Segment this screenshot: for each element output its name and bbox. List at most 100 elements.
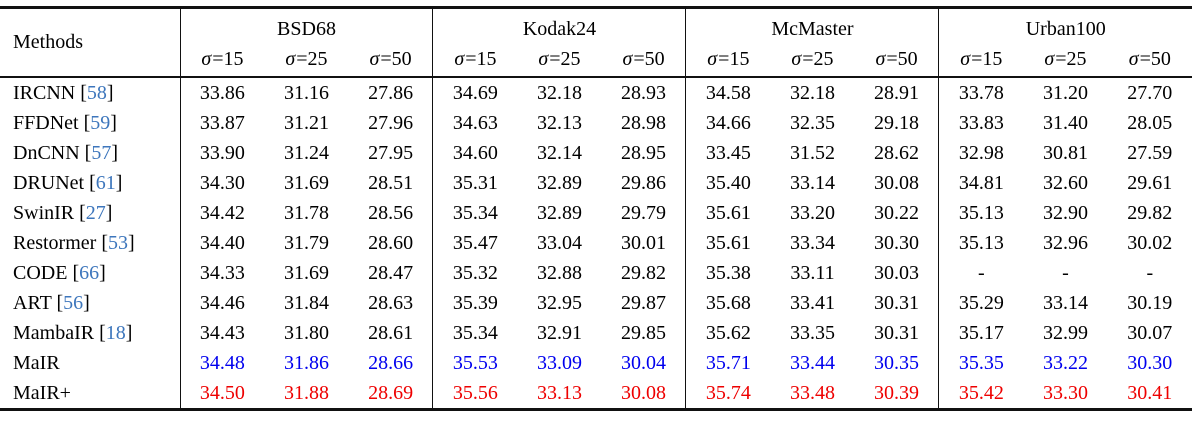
value-cell: - [938,258,1024,288]
citation-ref[interactable]: 53 [107,231,128,254]
value-cell: 28.63 [368,291,414,314]
value-cell: 28.61 [368,321,414,344]
value-cell: 32.90 [1042,201,1088,224]
value-cell: 32.89 [536,171,582,194]
method-name: SwinIR [13,201,75,224]
value-cell: 30.19 [1127,291,1173,314]
value-cell: 35.34 [432,318,518,348]
value-cell: 32.18 [789,81,835,104]
method-name-cell: MambaIR [18] [13,321,133,344]
value-cell: 33.20 [789,201,835,224]
table-row: IRCNN [58] 33.86 31.16 27.86 34.69 32.18 28.93… [0,77,1192,108]
citation-ref[interactable]: 56 [63,291,84,314]
value-cell: 35.34 [432,198,518,228]
value-cell: 33.14 [789,171,835,194]
citation-ref[interactable]: 18 [105,321,126,344]
table-row: SwinIR [27] 34.42 31.78 28.56 35.34 32.89 29.7… [0,198,1192,228]
citation-ref[interactable]: 58 [86,81,107,104]
method-name-cell: SwinIR [27] [13,201,113,224]
value-cell: 29.82 [1127,201,1173,224]
value-cell: 33.22 [1042,351,1088,374]
method-name-cell: FFDNet [59] [13,111,117,134]
value-cell: 32.88 [536,261,582,284]
citation-ref[interactable]: 57 [91,141,112,164]
value-cell: 35.13 [938,198,1024,228]
value-cell: 28.05 [1127,111,1173,134]
value-cell: 32.60 [1042,171,1088,194]
value-cell: 30.31 [874,291,920,314]
sigma-header: σ=25 [770,42,855,78]
table-row: MaIR+ 34.50 31.88 28.69 35.56 33.13 30.08 35.74… [0,378,1192,410]
value-cell: 35.38 [685,258,771,288]
citation-ref[interactable]: 59 [90,111,111,134]
method-name-cell: DnCNN [57] [13,141,119,164]
table-row: MambaIR [18] 34.43 31.80 28.61 35.34 32.91 29.… [0,318,1192,348]
value-cell: 33.48 [789,381,835,404]
value-cell: 34.30 [179,168,265,198]
sigma-symbol: σ [285,47,296,70]
table-row: Restormer [53] 34.40 31.79 28.60 35.47 33.04 3… [0,228,1192,258]
value-cell: 35.32 [432,258,518,288]
value-cell: 34.66 [685,108,771,138]
value-cell: 29.87 [621,291,667,314]
table-row: ART [56] 34.46 31.84 28.63 35.39 32.95 29.87 35… [0,288,1192,318]
value-cell: 33.09 [536,351,582,374]
value-cell: 33.30 [1042,381,1088,404]
value-cell: 34.50 [179,378,265,410]
citation-ref[interactable]: 61 [95,171,116,194]
value-cell: 27.95 [368,141,414,164]
table-row: CODE [66] 34.33 31.69 28.47 35.32 32.88 29.82 3… [0,258,1192,288]
value-cell: 35.39 [432,288,518,318]
value-cell: 35.40 [685,168,771,198]
value-cell: 33.11 [790,261,835,284]
value-cell: 28.93 [621,81,667,104]
value-cell: 29.79 [621,201,667,224]
sigma-header: σ=50 [601,42,686,78]
header-row-datasets: Methods BSD68 Kodak24 McMaster Urban100 [0,7,1192,78]
value-cell: 33.14 [1042,291,1088,314]
results-table-container: Methods BSD68 Kodak24 McMaster Urban100 σ=1… [0,6,1192,411]
value-cell: 35.53 [432,348,518,378]
value-cell: 29.61 [1127,171,1173,194]
value-cell: 28.95 [621,141,667,164]
value-cell: 29.82 [621,261,667,284]
value-cell: 35.68 [685,288,771,318]
citation-ref[interactable]: 27 [85,201,106,224]
method-name: DRUNet [13,171,85,194]
table-body: IRCNN [58] 33.86 31.16 27.86 34.69 32.18 28.93… [0,77,1192,410]
sigma-symbol: σ [791,47,802,70]
value-cell: 30.35 [874,351,920,374]
value-cell: 34.33 [179,258,265,288]
method-name-cell: ART [56] [13,291,90,314]
sigma-header: σ=25 [264,42,349,78]
value-cell: 32.98 [938,138,1024,168]
value-cell: 28.91 [874,81,920,104]
method-name: CODE [13,261,68,284]
value-cell: 30.31 [874,321,920,344]
citation-ref[interactable]: 66 [79,261,100,284]
value-cell: 30.30 [1127,351,1173,374]
table-row: MaIR 34.48 31.86 28.66 35.53 33.09 30.04 35.71 3… [0,348,1192,378]
value-cell: 35.17 [938,318,1024,348]
value-cell: 28.62 [874,141,920,164]
method-name: DnCNN [13,141,80,164]
value-cell: 33.83 [938,108,1024,138]
value-cell: 27.96 [368,111,414,134]
value-cell: 33.44 [789,351,835,374]
value-cell: 31.52 [789,141,835,164]
value-cell: 33.41 [789,291,835,314]
sigma-header: σ=15 [685,42,771,78]
value-cell: 30.02 [1127,231,1173,254]
value-cell: 30.30 [874,231,920,254]
value-cell: 30.08 [621,381,667,404]
value-cell: 30.01 [621,231,667,254]
value-cell: 28.60 [368,231,414,254]
value-cell: 32.18 [536,81,582,104]
sigma-header: σ=15 [432,42,518,78]
value-cell: 30.22 [874,201,920,224]
dataset-header-mcmaster: McMaster [685,7,939,42]
value-cell: 35.35 [938,348,1024,378]
value-cell: 30.03 [874,261,920,284]
sigma-header: σ=50 [348,42,433,78]
method-name-cell: DRUNet [61] [13,171,123,194]
